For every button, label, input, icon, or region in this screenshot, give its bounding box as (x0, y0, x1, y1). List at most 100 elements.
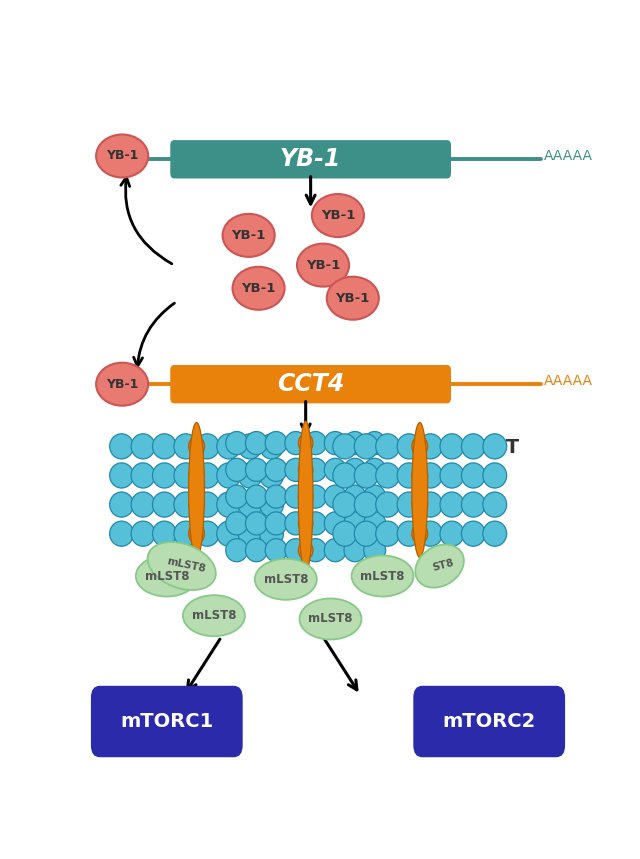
Ellipse shape (344, 512, 366, 535)
Ellipse shape (440, 434, 464, 459)
Ellipse shape (397, 492, 421, 517)
Ellipse shape (376, 434, 399, 459)
Text: mTORC2: mTORC2 (443, 712, 536, 731)
Ellipse shape (412, 524, 428, 544)
Ellipse shape (255, 559, 317, 600)
Ellipse shape (333, 521, 356, 546)
Ellipse shape (440, 521, 464, 546)
Ellipse shape (344, 431, 366, 454)
Ellipse shape (285, 431, 307, 454)
FancyBboxPatch shape (91, 685, 243, 758)
Ellipse shape (376, 521, 399, 546)
Text: AAAAA: AAAAA (544, 374, 593, 388)
Ellipse shape (131, 521, 155, 546)
Ellipse shape (344, 485, 366, 509)
Ellipse shape (195, 434, 219, 459)
Text: YB-1: YB-1 (232, 228, 266, 242)
Ellipse shape (265, 431, 287, 454)
Ellipse shape (333, 434, 356, 459)
Ellipse shape (152, 434, 177, 459)
Text: YB-1: YB-1 (335, 292, 370, 305)
Ellipse shape (312, 194, 364, 237)
Ellipse shape (238, 434, 262, 459)
Ellipse shape (364, 431, 386, 454)
Ellipse shape (217, 434, 241, 459)
Ellipse shape (195, 492, 219, 517)
Ellipse shape (109, 521, 134, 546)
Text: mTORC1: mTORC1 (120, 712, 213, 731)
Ellipse shape (419, 434, 442, 459)
Ellipse shape (260, 434, 284, 459)
Ellipse shape (226, 431, 248, 454)
Ellipse shape (419, 463, 442, 488)
Ellipse shape (189, 423, 205, 557)
Ellipse shape (305, 512, 326, 535)
Ellipse shape (189, 466, 205, 485)
Ellipse shape (265, 539, 287, 562)
Ellipse shape (189, 436, 205, 456)
Ellipse shape (483, 434, 507, 459)
Ellipse shape (298, 421, 313, 572)
Text: YB-1: YB-1 (241, 282, 276, 295)
Ellipse shape (364, 459, 386, 481)
Ellipse shape (327, 277, 379, 320)
Ellipse shape (183, 595, 245, 637)
Text: mLST8: mLST8 (308, 612, 353, 625)
Ellipse shape (174, 463, 198, 488)
Ellipse shape (419, 492, 442, 517)
Ellipse shape (483, 463, 507, 488)
Ellipse shape (131, 463, 155, 488)
Ellipse shape (238, 492, 262, 517)
Ellipse shape (246, 431, 268, 454)
Ellipse shape (131, 492, 155, 517)
Ellipse shape (461, 463, 485, 488)
Ellipse shape (397, 463, 421, 488)
Ellipse shape (305, 539, 326, 562)
Ellipse shape (419, 521, 442, 546)
Ellipse shape (189, 495, 205, 515)
Ellipse shape (131, 434, 155, 459)
Text: mLST8: mLST8 (264, 573, 308, 586)
Text: YB-1: YB-1 (280, 147, 341, 171)
Ellipse shape (324, 485, 346, 509)
Text: YB-1: YB-1 (106, 149, 138, 162)
Ellipse shape (298, 515, 313, 533)
Ellipse shape (376, 463, 399, 488)
Ellipse shape (109, 463, 134, 488)
Ellipse shape (324, 512, 346, 535)
Ellipse shape (397, 521, 421, 546)
Ellipse shape (412, 423, 428, 557)
Text: CCT: CCT (477, 437, 519, 456)
Ellipse shape (324, 459, 346, 481)
Ellipse shape (412, 436, 428, 456)
Ellipse shape (109, 492, 134, 517)
Ellipse shape (265, 459, 287, 481)
Ellipse shape (355, 492, 378, 517)
Ellipse shape (226, 459, 248, 481)
Ellipse shape (260, 463, 284, 488)
Ellipse shape (152, 521, 177, 546)
Ellipse shape (285, 459, 307, 481)
Ellipse shape (246, 459, 268, 481)
Text: CCT4: CCT4 (277, 372, 344, 396)
Ellipse shape (333, 463, 356, 488)
Ellipse shape (298, 460, 313, 479)
Ellipse shape (344, 459, 366, 481)
Ellipse shape (355, 521, 378, 546)
Ellipse shape (260, 521, 284, 546)
Text: YB-1: YB-1 (106, 378, 138, 391)
Ellipse shape (298, 434, 313, 453)
Ellipse shape (96, 362, 148, 405)
Ellipse shape (285, 539, 307, 562)
Ellipse shape (415, 545, 464, 588)
Ellipse shape (483, 492, 507, 517)
Ellipse shape (174, 434, 198, 459)
Ellipse shape (195, 463, 219, 488)
Ellipse shape (483, 521, 507, 546)
FancyBboxPatch shape (413, 685, 565, 758)
Ellipse shape (285, 512, 307, 535)
Ellipse shape (189, 524, 205, 544)
Ellipse shape (440, 463, 464, 488)
Ellipse shape (300, 599, 362, 639)
Ellipse shape (344, 539, 366, 562)
